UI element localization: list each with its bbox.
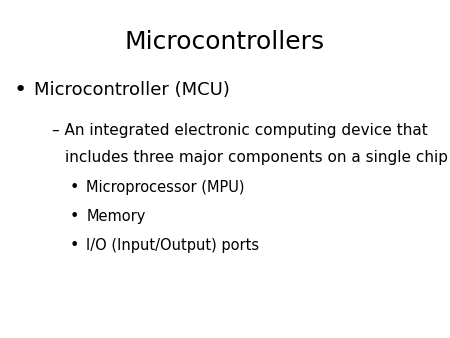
Text: •: • [70, 180, 79, 195]
Text: includes three major components on a single chip: includes three major components on a sin… [65, 150, 448, 165]
Text: •: • [70, 209, 79, 224]
Text: I/O (Input/Output) ports: I/O (Input/Output) ports [86, 238, 260, 252]
Text: •: • [14, 79, 27, 100]
Text: – An integrated electronic computing device that: – An integrated electronic computing dev… [52, 123, 428, 138]
Text: Memory: Memory [86, 209, 146, 224]
Text: Microcontroller (MCU): Microcontroller (MCU) [34, 80, 230, 99]
Text: Microcontrollers: Microcontrollers [125, 30, 325, 54]
Text: •: • [70, 238, 79, 252]
Text: Microprocessor (MPU): Microprocessor (MPU) [86, 180, 245, 195]
